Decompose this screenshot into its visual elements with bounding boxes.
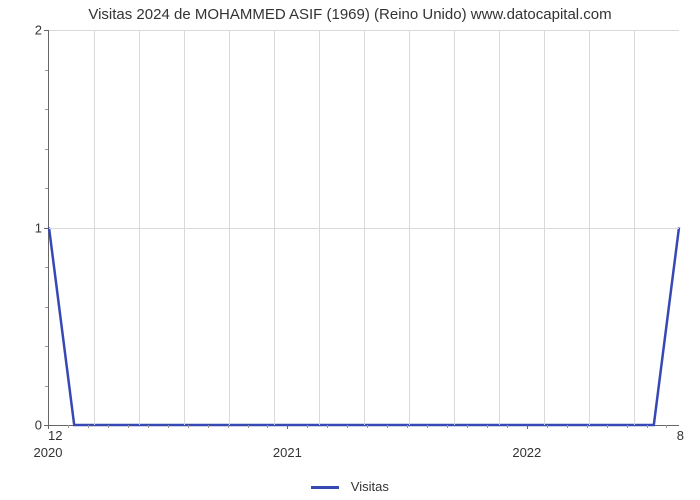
x-axis-label: 2020 [34,445,63,460]
y-minor-tick [45,386,48,387]
gridline-vertical [184,30,185,425]
x-minor-tick [666,425,667,428]
gridline-vertical [634,30,635,425]
end-label-right: 8 [677,428,684,443]
y-axis-label: 2 [30,23,42,38]
y-minor-tick [45,70,48,71]
x-minor-tick [567,425,568,428]
y-axis-label: 0 [30,418,42,433]
y-minor-tick [45,307,48,308]
y-minor-tick [45,188,48,189]
x-minor-tick [128,425,129,428]
x-tick [48,425,49,429]
x-minor-tick [228,425,229,428]
gridline-vertical [589,30,590,425]
x-minor-tick [387,425,388,428]
x-minor-tick [88,425,89,428]
x-minor-tick [68,425,69,428]
end-label-left: 12 [48,428,62,443]
legend: Visitas [0,479,700,494]
x-minor-tick [607,425,608,428]
plot-area [48,30,679,426]
x-minor-tick [208,425,209,428]
x-minor-tick [367,425,368,428]
gridline-vertical [364,30,365,425]
x-minor-tick [327,425,328,428]
x-minor-tick [188,425,189,428]
y-tick [44,30,48,31]
gridline-vertical [544,30,545,425]
chart-title: Visitas 2024 de MOHAMMED ASIF (1969) (Re… [0,6,700,23]
gridline-vertical [274,30,275,425]
gridline-vertical [409,30,410,425]
y-minor-tick [45,267,48,268]
x-minor-tick [168,425,169,428]
gridline-vertical [319,30,320,425]
gridline-vertical [499,30,500,425]
gridline-vertical [229,30,230,425]
x-minor-tick [587,425,588,428]
x-minor-tick [248,425,249,428]
x-minor-tick [407,425,408,428]
x-tick [287,425,288,429]
y-minor-tick [45,346,48,347]
x-axis-label: 2021 [273,445,302,460]
x-minor-tick [467,425,468,428]
x-minor-tick [627,425,628,428]
x-tick [527,425,528,429]
x-minor-tick [267,425,268,428]
x-minor-tick [307,425,308,428]
legend-label: Visitas [351,479,389,494]
x-minor-tick [148,425,149,428]
y-axis-label: 1 [30,220,42,235]
x-minor-tick [647,425,648,428]
x-minor-tick [547,425,548,428]
y-minor-tick [45,149,48,150]
y-tick [44,228,48,229]
x-minor-tick [507,425,508,428]
legend-swatch [311,486,339,489]
x-minor-tick [427,425,428,428]
x-axis-label: 2022 [512,445,541,460]
gridline-vertical [94,30,95,425]
gridline-vertical [139,30,140,425]
y-minor-tick [45,109,48,110]
chart-container: Visitas 2024 de MOHAMMED ASIF (1969) (Re… [0,0,700,500]
x-minor-tick [347,425,348,428]
gridline-vertical [454,30,455,425]
x-minor-tick [447,425,448,428]
x-minor-tick [108,425,109,428]
x-minor-tick [487,425,488,428]
